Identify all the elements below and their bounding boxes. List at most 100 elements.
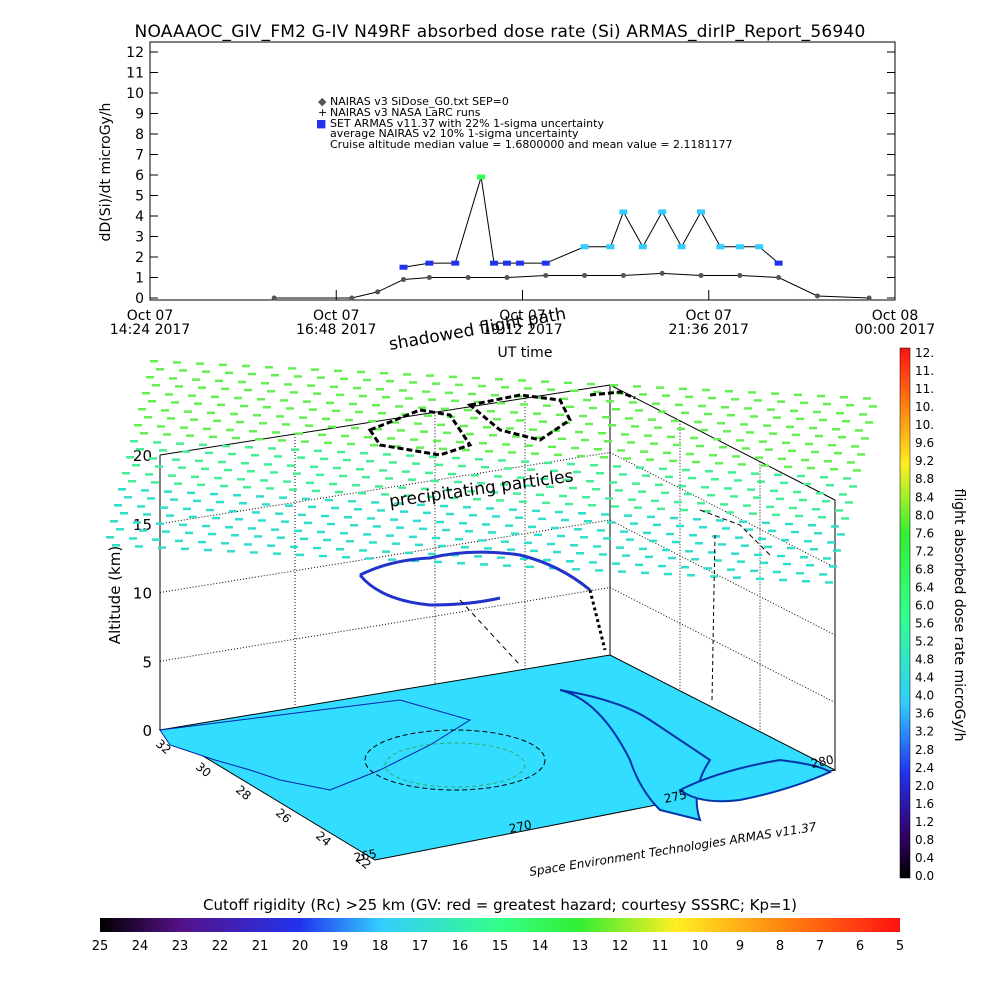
rigidity-tick-label: 16 [452,939,469,954]
dose-dash [410,438,418,441]
dose-dash [229,510,237,513]
dose-dash [596,472,604,475]
dose-dash [276,415,284,418]
y-tick-label: 3 [135,230,144,246]
dose-colorbar-tick-label: 8.8 [915,472,934,486]
dose-dash [832,428,840,431]
dose-dash [842,420,850,423]
dose-dash [734,479,742,482]
dose-dash [158,546,166,549]
dose-dash [173,361,181,364]
dose-dash [697,502,705,505]
armas-point [774,260,783,266]
dose-dash [612,562,620,565]
dose-dash [170,498,178,501]
dose-dash [234,396,242,400]
dose-dash [213,419,221,423]
dose-dash [694,420,702,424]
shadowed-flight-path-right [699,509,771,556]
dose-dash [400,510,408,513]
lon-axis-ticks: 265 270 275 280 [353,752,835,864]
dose-dash [449,375,457,379]
dose-dash [339,474,347,478]
dose-dash [665,475,673,479]
dose-dash [804,540,812,543]
dose-dash [654,426,662,429]
dose-dash [756,577,764,581]
dose-dash [404,494,412,497]
rigidity-tick-label: 15 [492,939,509,954]
dose-dash [351,426,359,430]
dose-dash [165,393,173,396]
dose-dash [869,405,877,408]
dose-dash [155,465,163,468]
rigidity-colorbar-ticks: 25 24 23 22 21 20 19 18 17 16 15 14 13 12 11 10 9 8 7 6 5 [92,939,904,954]
dose-dash [704,412,712,416]
dose-dash [688,476,696,480]
dose-dash [335,490,343,494]
dose-dash [606,400,614,403]
y-tick-label: 9 [135,107,144,123]
dose-dash [672,540,680,544]
dose-dash [595,569,603,572]
dose-dash [365,557,373,560]
dose-dash [711,478,719,481]
dose-dash [531,452,539,455]
dose-dash [863,397,871,400]
top-right-edge [609,384,836,501]
dose-dash [789,506,797,510]
dose-dash [298,513,306,517]
shadowed-flight-path-top [367,390,636,457]
armas-point [755,244,764,250]
dose-dash [535,436,543,439]
dose-dash [402,470,410,473]
dose-dash [392,542,400,545]
dose-dash [202,524,210,528]
dose-dash [345,418,353,422]
dose-dash [300,537,308,541]
dose-dash [287,464,295,467]
map-land-cuba [678,758,833,803]
dose-dash [238,380,246,384]
dose-dash [487,410,495,413]
dose-dash [593,390,601,394]
dose-dash [324,441,332,445]
dose-colorbar-label: flight absorbed dose rate microGy/h [951,489,967,742]
x-tick-label-date: Oct 07 [313,308,359,324]
dose-dash [510,411,518,414]
dose-dash [628,498,636,501]
dose-dash [823,402,831,406]
dose-dash [675,403,683,407]
nairas-point [543,272,549,278]
dose-dash [450,496,458,500]
dose-dash [485,450,493,453]
dose-dash [278,439,286,442]
dose-dash [414,422,422,425]
dose-dash [471,474,479,477]
y-tick-label: 11 [126,66,144,82]
dose-dash [845,501,853,504]
dose-dash [274,455,282,458]
dose-dash [851,445,859,448]
dose-dash [511,532,519,535]
armas-point [425,260,434,266]
dose-dash [379,469,387,472]
dose-colorbar-tick-label: 1.6 [915,797,934,811]
dose-dash [769,432,777,435]
nairas-point [620,272,626,278]
rigidity-tick-label: 5 [896,939,904,954]
dose-colorbar-tick-label: 2.4 [915,761,934,775]
dose-dash [724,487,732,490]
dose-dash [572,568,580,571]
dose-colorbar-tick-label: 8.4 [915,490,934,504]
dose-dash [106,536,114,539]
dose-dash [297,456,305,459]
dose-dash [570,544,578,547]
dose-dash [680,508,688,512]
dose-dash [517,476,525,479]
dose-dash [503,564,511,567]
dose-dash [196,362,204,365]
dose-dash [616,546,624,549]
dose-dash [547,542,555,546]
dose-colorbar-tick-label: 6.8 [915,562,934,576]
